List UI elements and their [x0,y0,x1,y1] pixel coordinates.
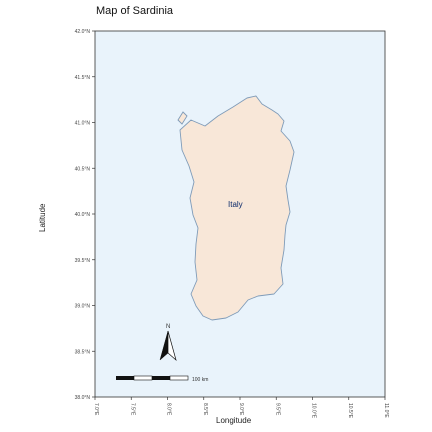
lon-tick-label: 8.0°E [166,403,172,416]
lat-tick-label: 39.5°N [75,258,91,264]
lat-tick-label: 39.0°N [75,304,91,310]
scale-bar: 100 km [116,375,208,383]
lon-tick-label: 7.5°E [129,403,135,416]
lon-tick-label: 9.0°E [238,403,244,416]
x-axis-label: Longitude [216,416,252,425]
lat-tick-label: 40.0°N [75,212,91,218]
lat-tick-label: 38.5°N [75,349,91,355]
north-arrow: N [159,324,177,362]
scale-bar-label: 100 km [192,377,208,383]
lat-tick-label: 40.5°N [75,166,91,172]
lon-tick-label: 10.0°E [311,403,317,419]
island-sardinia[interactable] [179,95,295,321]
lon-tick-label: 11.0°E [383,403,389,418]
lon-tick-label: 9.5°E [274,403,280,416]
lat-tick-label: 38.0°N [75,395,91,401]
lon-tick-label: 7.0°E [93,403,99,416]
lat-tick-label: 41.0°N [75,121,91,127]
scale-bar-seg-1 [116,376,134,380]
scale-bar-seg-4 [169,375,189,381]
north-arrow-right-half [167,330,177,362]
scale-bar-seg-3 [152,376,170,380]
lat-tick-label: 41.5°N [75,75,91,81]
north-arrow-label: N [166,324,170,330]
lon-tick-label: 10.5°E [347,403,353,419]
lon-tick-label: 8.5°E [202,403,208,416]
islet-asinara [177,111,188,125]
land-label-italy: Italy [228,200,243,209]
scale-bar-seg-2 [133,375,153,381]
lat-tick-label: 42.0°N [75,29,91,35]
map-title: Map of Sardinia [96,5,174,17]
